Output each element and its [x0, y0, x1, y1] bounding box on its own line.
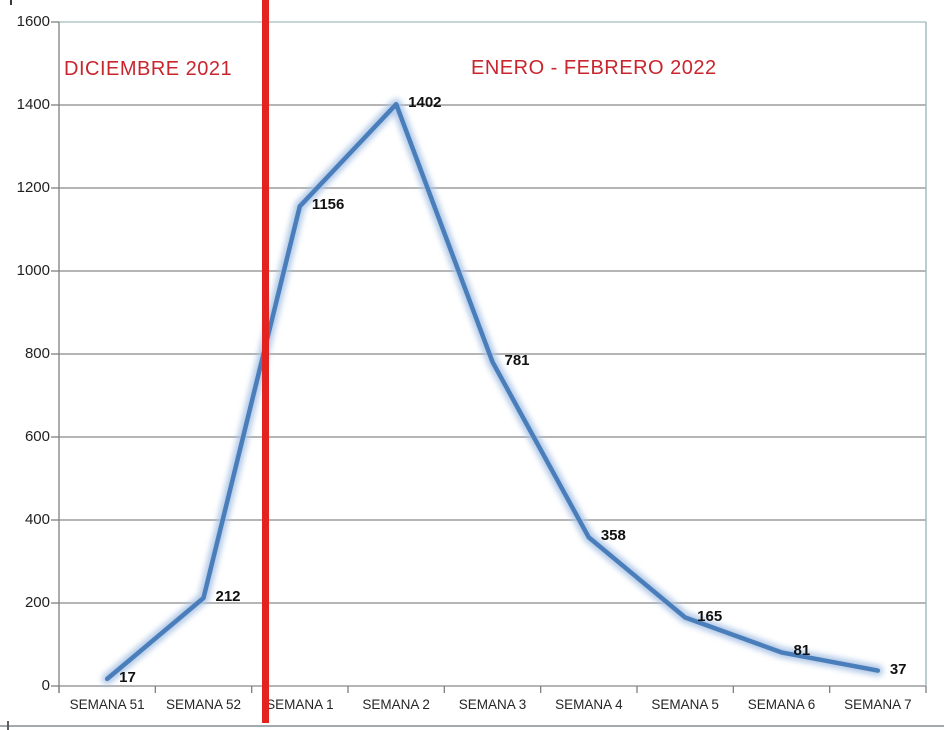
- series-line-glow: [101, 98, 884, 685]
- series-group: [101, 98, 884, 685]
- screen-artifact-bottom-tick: [7, 721, 9, 730]
- axis-group: [51, 21, 927, 693]
- bottom-rule: [0, 725, 944, 727]
- period-divider-line: [262, 0, 269, 723]
- series-line: [104, 101, 881, 682]
- screen-artifact-top: [10, 0, 12, 5]
